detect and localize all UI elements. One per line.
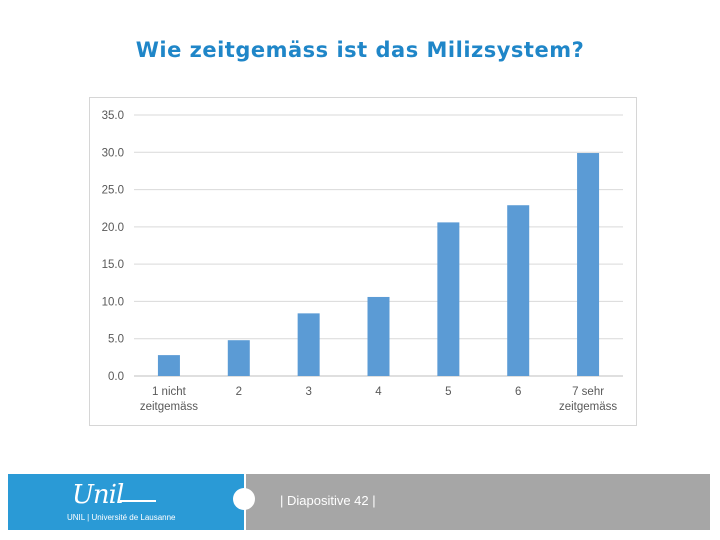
footer-info-panel — [246, 474, 710, 530]
x-tick-label: 1 nicht — [152, 386, 187, 398]
x-tick-label: 2 — [236, 386, 242, 398]
chart-frame: 0.0 5.0 10.0 15.0 20.0 25.0 30.0 35.0 1 nicht zei… — [89, 97, 637, 426]
unil-logo-wordmark: Unil — [72, 480, 124, 510]
footer-logo-panel — [8, 474, 244, 530]
bar-6 — [507, 205, 530, 376]
footer-dot-icon — [233, 488, 255, 510]
slide-number: | Diapositive 42 | — [280, 493, 376, 508]
x-tick-label: 7 sehr — [572, 386, 604, 398]
y-tick-label: 5.0 — [108, 334, 124, 346]
bar-chart: 0.0 5.0 10.0 15.0 20.0 25.0 30.0 35.0 1 nicht zei… — [102, 110, 623, 413]
y-tick-label: 30.0 — [102, 147, 124, 159]
unil-logo-line — [120, 500, 156, 502]
y-tick-label: 20.0 — [102, 222, 124, 234]
bar-7 — [577, 153, 600, 376]
bar-1 — [157, 355, 180, 376]
y-tick-label: 25.0 — [102, 185, 124, 197]
bar-3 — [297, 313, 320, 376]
bar-5 — [437, 222, 460, 376]
y-tick-label: 15.0 — [102, 259, 124, 271]
unil-logo-subtitle: UNIL | Université de Lausanne — [67, 513, 176, 522]
y-tick-label: 10.0 — [102, 296, 124, 308]
bar-2 — [227, 340, 250, 376]
x-tick-label: zeitgemäss — [559, 401, 617, 413]
slide-title: Wie zeitgemäss ist das Milizsystem? — [135, 38, 585, 62]
y-tick-label: 0.0 — [108, 371, 124, 383]
x-tick-label: 4 — [375, 386, 382, 398]
footer-edge — [713, 474, 720, 530]
x-tick-label: 3 — [305, 386, 311, 398]
x-tick-label: zeitgemäss — [140, 401, 198, 413]
x-tick-label: 5 — [445, 386, 451, 398]
bar-4 — [367, 296, 390, 376]
y-tick-label: 35.0 — [102, 110, 124, 122]
x-tick-label: 6 — [515, 386, 521, 398]
